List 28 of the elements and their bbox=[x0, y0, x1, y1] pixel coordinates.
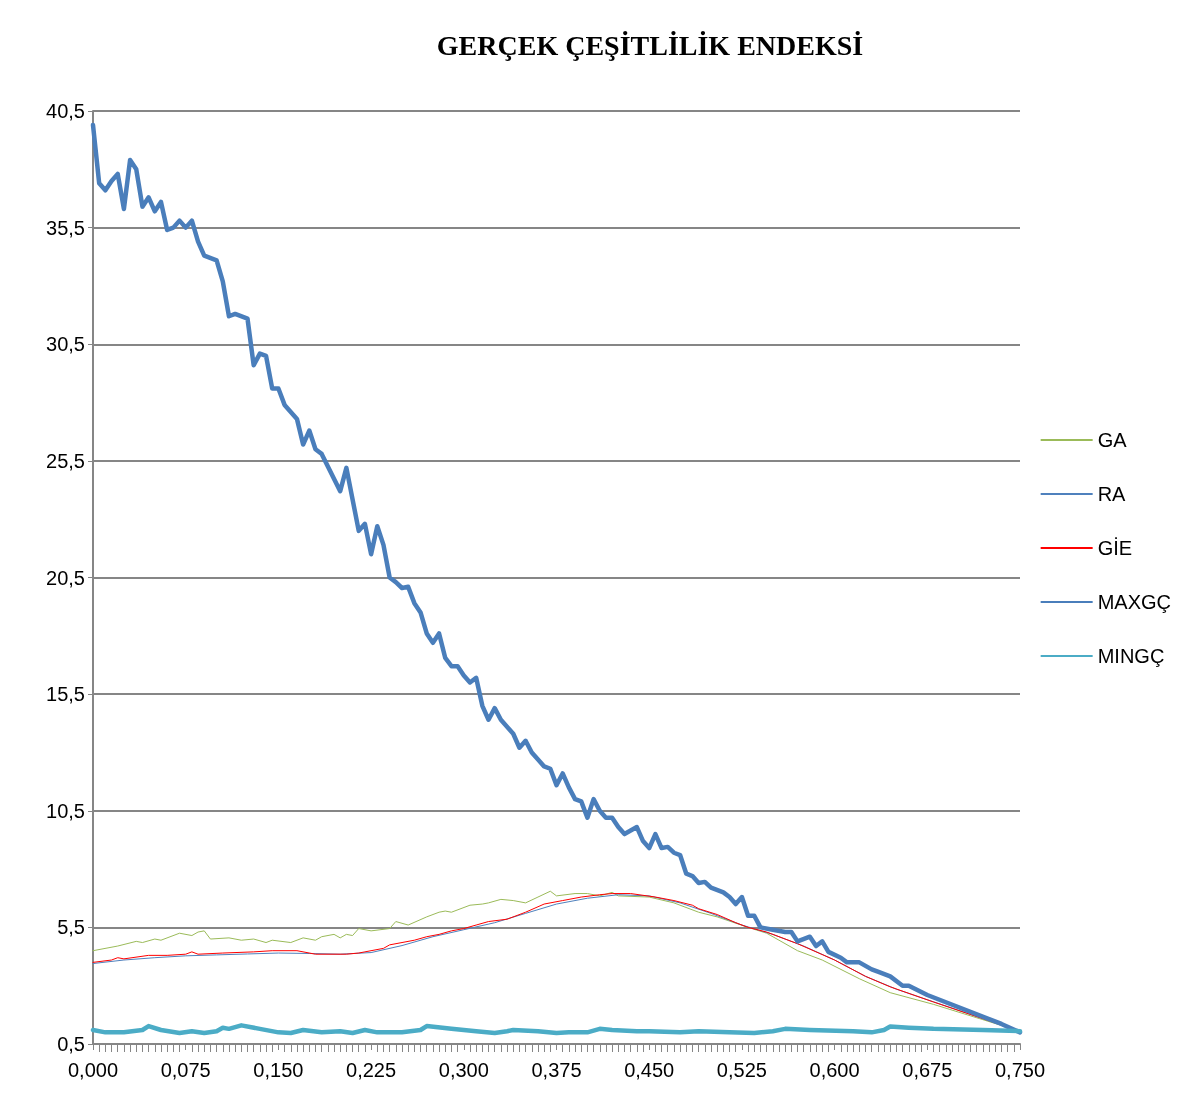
legend-label: GİE bbox=[1097, 537, 1133, 559]
y-tick-label: 10,5 bbox=[46, 799, 85, 822]
y-tick-label: 0,5 bbox=[57, 1033, 85, 1055]
x-tick-label: 0,375 bbox=[531, 1059, 582, 1081]
x-tick-label: 0,600 bbox=[809, 1059, 860, 1081]
legend-label: MAXGÇ bbox=[1097, 591, 1171, 613]
x-tick-label: 0,000 bbox=[67, 1059, 119, 1081]
x-tick-label: 0,300 bbox=[438, 1059, 489, 1081]
y-tick-label: 35,5 bbox=[46, 216, 85, 239]
x-tick-label: 0,450 bbox=[624, 1059, 675, 1081]
chart-title: GERÇEK ÇEŞİTLİLİK ENDEKSİ bbox=[436, 29, 864, 61]
x-tick-label: 0,075 bbox=[160, 1059, 211, 1081]
x-tick-label: 0,675 bbox=[902, 1059, 953, 1081]
x-tick-label: 0,750 bbox=[994, 1059, 1046, 1081]
legend-label: GA bbox=[1097, 429, 1128, 451]
x-tick-label: 0,225 bbox=[346, 1059, 397, 1081]
y-tick-label: 25,5 bbox=[46, 449, 85, 472]
y-tick-label: 30,5 bbox=[46, 333, 85, 356]
legend-label: MINGÇ bbox=[1097, 645, 1165, 667]
y-tick-label: 20,5 bbox=[46, 566, 85, 589]
x-tick-label: 0,525 bbox=[716, 1059, 767, 1081]
y-tick-label: 5,5 bbox=[57, 916, 85, 939]
line-series bbox=[90, 122, 1023, 1035]
legend-label: RA bbox=[1097, 483, 1127, 505]
y-tick-label: 40,5 bbox=[46, 100, 85, 122]
x-tick-label: 0,150 bbox=[253, 1059, 304, 1081]
line-series bbox=[90, 1023, 1023, 1036]
y-tick-label: 15,5 bbox=[46, 683, 85, 706]
